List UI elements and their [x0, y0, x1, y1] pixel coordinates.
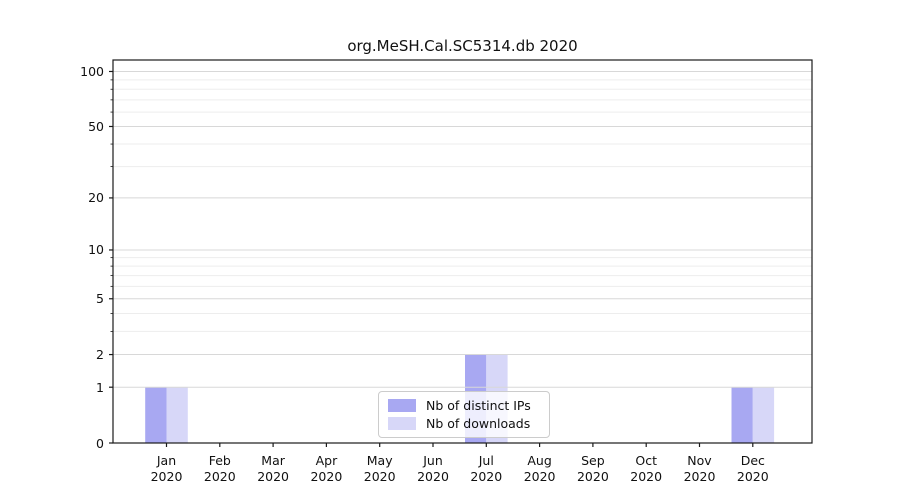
- x-tick-year: 2020: [523, 468, 556, 484]
- legend-label-distinct-ips: Nb of distinct IPs: [426, 398, 531, 413]
- legend-label-downloads: Nb of downloads: [426, 416, 531, 431]
- y-tick-label: 1: [96, 379, 104, 395]
- bar-nb-of-distinct-ips-jan: [145, 387, 167, 443]
- x-tick-year: 2020: [470, 468, 503, 484]
- legend-item-downloads: Nb of downloads: [388, 416, 541, 431]
- x-tick-label-mar: Mar 2020: [233, 453, 313, 484]
- x-tick-label-jun: Jun 2020: [393, 453, 473, 484]
- x-tick-label-jul: Jul 2020: [446, 453, 526, 484]
- x-tick-month: Oct: [635, 453, 657, 468]
- x-tick-month: Mar: [261, 453, 285, 468]
- y-tick-label: 2: [96, 347, 104, 363]
- x-tick-month: Aug: [527, 453, 552, 468]
- x-tick-month: Jan: [156, 453, 177, 468]
- x-tick-year: 2020: [576, 468, 609, 484]
- x-tick-label-sep: Sep 2020: [553, 453, 633, 484]
- x-tick-month: May: [366, 453, 393, 468]
- legend-swatch-distinct-ips: [388, 399, 416, 412]
- x-tick-year: 2020: [417, 468, 449, 484]
- y-tick-label: 100: [80, 63, 104, 79]
- x-tick-year: 2020: [630, 468, 663, 484]
- legend-item-distinct-ips: Nb of distinct IPs: [388, 398, 541, 413]
- x-tick-month: Jun: [423, 453, 443, 468]
- y-tick-label: 5: [96, 291, 104, 307]
- x-tick-label-dec: Dec 2020: [713, 453, 793, 484]
- x-tick-month: Jul: [478, 453, 494, 468]
- x-tick-label-oct: Oct 2020: [606, 453, 686, 484]
- x-tick-label-aug: Aug 2020: [500, 453, 580, 484]
- x-tick-year: 2020: [150, 468, 183, 484]
- y-tick-label: 0: [96, 435, 104, 451]
- y-tick-label: 50: [88, 118, 104, 134]
- x-tick-year: 2020: [363, 468, 396, 484]
- x-tick-month: Dec: [740, 453, 765, 468]
- bar-nb-of-downloads-jan: [166, 387, 188, 443]
- plot-border: [112, 59, 813, 444]
- x-tick-label-may: May 2020: [340, 453, 420, 484]
- x-tick-year: 2020: [310, 468, 343, 484]
- x-tick-year: 2020: [257, 468, 289, 484]
- x-tick-month: Nov: [687, 453, 712, 468]
- x-tick-month: Apr: [315, 453, 338, 468]
- x-tick-label-apr: Apr 2020: [286, 453, 366, 484]
- x-tick-year: 2020: [683, 468, 716, 484]
- x-tick-month: Feb: [208, 453, 231, 468]
- y-tick-label: 20: [88, 190, 104, 206]
- legend-swatch-downloads: [388, 417, 416, 430]
- x-tick-label-feb: Feb 2020: [180, 453, 260, 484]
- legend: Nb of distinct IPs Nb of downloads: [378, 391, 550, 438]
- chart-title: org.MeSH.Cal.SC5314.db 2020: [347, 37, 578, 55]
- x-tick-month: Sep: [581, 453, 605, 468]
- bar-nb-of-downloads-dec: [752, 387, 775, 443]
- x-tick-year: 2020: [203, 468, 236, 484]
- x-tick-year: 2020: [736, 468, 769, 484]
- x-tick-label-nov: Nov 2020: [660, 453, 740, 484]
- bar-nb-of-distinct-ips-dec: [731, 387, 753, 443]
- y-tick-label: 10: [88, 242, 104, 258]
- x-tick-label-jan: Jan 2020: [127, 453, 207, 484]
